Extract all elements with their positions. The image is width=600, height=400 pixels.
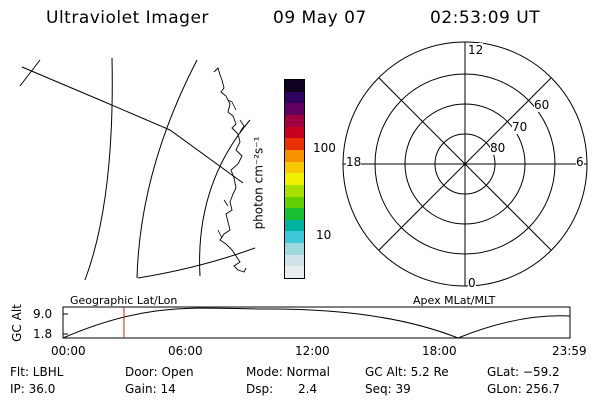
map-latitude-arc [84,57,113,281]
map-meridian-line [21,66,244,184]
status-dsp-label: Dsp: [246,382,274,396]
colorbar-segment [285,208,304,220]
polar-label-0: 0 [468,276,476,290]
map-boundary-line [137,247,256,279]
polar-label-80: 80 [490,141,506,155]
timeline-ylabel: GC Alt [9,304,24,342]
timeline-xtick-end: 23:59 [552,344,587,358]
colorbar-segment [285,266,304,278]
status-gc-alt: GC Alt: 5.2 Re [365,365,449,379]
colorbar [284,79,305,279]
status-glat: GLat: −59.2 [487,365,560,379]
timeline-ytick-top: 9.0 [33,307,53,321]
status-gain: Gain: 14 [125,382,176,396]
map-latitude-arc [136,59,198,279]
timeline-xtick-0: 00:00 [51,344,86,358]
coastline [213,67,247,273]
colorbar-gradient [285,80,304,278]
map-meridian-line [19,59,41,87]
colorbar-segment [285,103,304,116]
polar-label-18: 18 [346,155,362,169]
status-ip: IP: 36.0 [10,382,56,396]
status-flt: Flt: LBHL [10,365,64,379]
map-caption: Geographic Lat/Lon [70,294,178,307]
colorbar-segment [285,161,304,174]
timeline-xtick-12: 12:00 [295,344,330,358]
timeline-frame [62,306,571,339]
colorbar-segment [285,173,304,185]
colorbar-tick-10: 10 [316,228,332,242]
colorbar-segment [285,184,304,197]
instrument-title: Ultraviolet Imager [46,8,209,28]
timeline-xtick-6: 06:00 [168,344,203,358]
coastline-detail [217,99,245,239]
status-glon: GLon: 256.7 [487,382,560,396]
polar-label-12: 12 [468,43,484,57]
colorbar-segment [285,243,304,255]
colorbar-tick-100: 100 [313,141,336,155]
map-latitude-arc [199,119,251,277]
timeline-xtick-18: 18:00 [422,344,457,358]
time-label: 02:53:09 UT [430,8,541,28]
altitude-curve [62,307,571,339]
polar-label-6: 6 [576,155,584,169]
polar-label-60: 60 [534,98,550,112]
polar-label-70: 70 [512,120,528,134]
colorbar-segment [285,91,304,104]
status-mode: Mode: Normal [246,365,330,379]
polar-caption: Apex MLat/MLT [413,294,496,307]
colorbar-segment [285,126,304,139]
colorbar-segment [285,231,304,244]
polar-diagonal [378,77,552,251]
status-dsp-value: 2.4 [298,382,318,396]
colorbar-segment [285,138,304,150]
date-label: 09 May 07 [273,8,367,28]
status-seq: Seq: 39 [365,382,411,396]
colorbar-segment [285,254,304,267]
timeline-ytick-bottom: 1.8 [33,327,53,341]
colorbar-segment [285,80,304,92]
colorbar-segment [285,196,304,209]
colorbar-segment [285,149,304,162]
status-door: Door: Open [125,365,194,379]
colorbar-segment [285,115,304,127]
colorbar-segment [285,219,304,232]
